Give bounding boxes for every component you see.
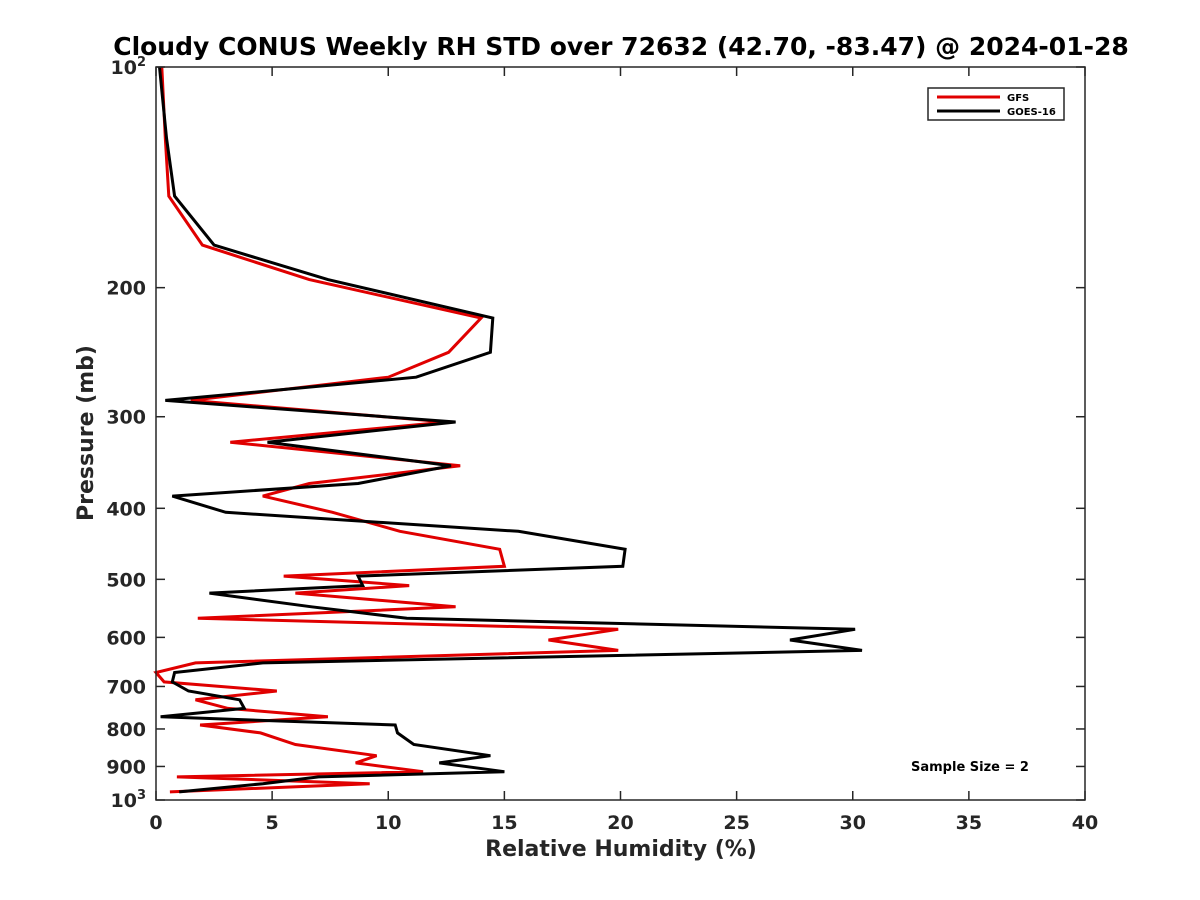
y-tick-label: 600 [106, 627, 146, 649]
legend-label: GOES-16 [1007, 107, 1056, 118]
y-tick-label: 700 [106, 676, 146, 698]
x-tick-label: 25 [723, 812, 749, 834]
y-tick-label: 103 [111, 788, 147, 812]
y-axis-label: Pressure (mb) [74, 345, 99, 521]
x-tick-label: 40 [1072, 812, 1098, 834]
x-axis-label: Relative Humidity (%) [485, 837, 757, 862]
x-tick-label: 5 [266, 812, 279, 834]
x-tick-label: 20 [607, 812, 633, 834]
y-axis-ticks: 102 200 300 400 500 600 700 800 900 103 [106, 55, 1085, 812]
y-tick-label: 300 [106, 407, 146, 429]
x-tick-label: 35 [956, 812, 982, 834]
x-axis-ticks: 0 5 10 15 20 25 30 35 40 [149, 67, 1098, 834]
x-tick-label: 15 [491, 812, 517, 834]
sample-size-annotation: Sample Size = 2 [911, 760, 1029, 775]
y-tick-label: 800 [106, 719, 146, 741]
legend-box [927, 87, 1065, 121]
chart-title: Cloudy CONUS Weekly RH STD over 72632 (4… [113, 32, 1129, 61]
x-tick-label: 10 [375, 812, 401, 834]
legend: GFS GOES-16 [927, 87, 1065, 121]
series-line-gfs [153, 66, 619, 794]
x-tick-label: 30 [840, 812, 866, 834]
y-tick-label: 900 [106, 756, 146, 778]
series-line-goes-16 [158, 66, 863, 794]
y-tick-label: 400 [106, 498, 146, 520]
plot-frame [155, 66, 1086, 801]
y-tick-label: 500 [106, 569, 146, 591]
x-tick-label: 0 [149, 812, 162, 834]
y-tick-label: 102 [111, 55, 147, 79]
legend-label: GFS [1007, 93, 1029, 104]
plot-area [153, 66, 863, 794]
y-tick-label: 200 [106, 278, 146, 300]
